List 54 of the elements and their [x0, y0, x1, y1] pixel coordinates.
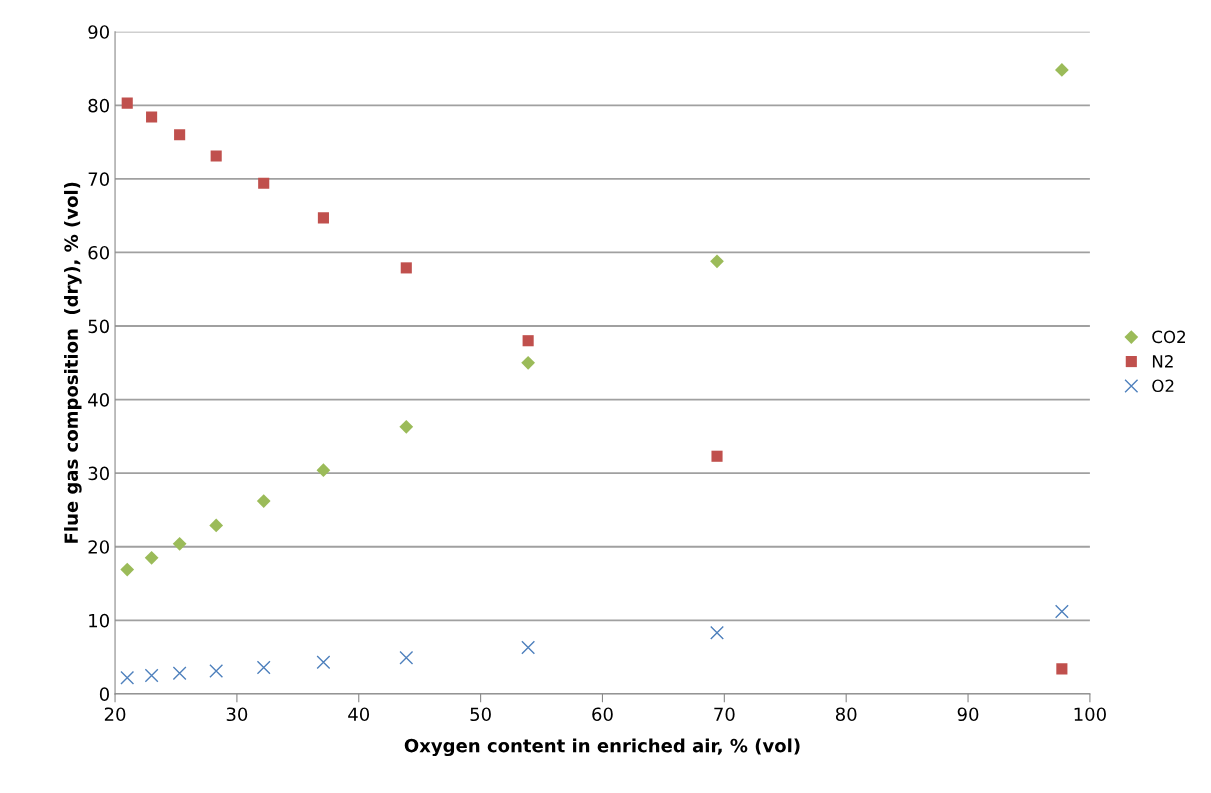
point	[120, 670, 135, 685]
point	[399, 419, 414, 434]
x-tick-label: 20	[104, 707, 126, 722]
y-tick-label: 20	[88, 540, 109, 554]
point	[1056, 663, 1068, 675]
point	[144, 668, 159, 683]
y-tick-label: 50	[88, 319, 109, 334]
point	[146, 111, 158, 123]
y-tick-label: 40	[88, 393, 109, 407]
point	[710, 625, 724, 640]
point	[711, 450, 723, 462]
point	[120, 562, 135, 577]
x-tick-label: 80	[835, 707, 857, 722]
x-tick-label: 60	[592, 707, 613, 722]
x-axis-title: Oxygen content in enriched air, % (vol)	[404, 738, 800, 757]
point	[256, 660, 271, 675]
x-tick-label: 90	[957, 707, 979, 722]
point	[316, 463, 331, 478]
point	[172, 666, 187, 681]
point	[256, 494, 271, 508]
point	[710, 254, 724, 269]
point	[316, 655, 331, 670]
y-tick-label: 60	[88, 245, 109, 260]
point	[521, 640, 536, 655]
point	[121, 97, 133, 109]
point	[210, 150, 222, 162]
point	[209, 664, 224, 679]
legend-label: N2	[1152, 355, 1173, 368]
x-tick-label: 30	[226, 707, 248, 722]
point	[1054, 604, 1069, 619]
point	[209, 518, 224, 533]
point	[400, 262, 412, 274]
x-tick-label: 50	[470, 707, 491, 722]
point	[174, 129, 186, 141]
y-tick-label: 70	[88, 172, 109, 186]
point	[317, 212, 329, 224]
y-tick-label: 30	[88, 466, 109, 481]
y-tick-label: 0	[99, 687, 109, 701]
point	[258, 177, 270, 189]
point	[521, 355, 536, 370]
x-tick-label: 40	[348, 707, 370, 722]
x-tick-label: 70	[714, 707, 735, 722]
point	[144, 550, 159, 565]
y-axis-title: Flue gas composition (dry), % (vol)	[64, 182, 82, 543]
point	[522, 335, 534, 347]
x-tick-label: 100	[1074, 707, 1106, 722]
y-tick-label: 80	[88, 98, 109, 113]
legend-label: CO2	[1152, 330, 1186, 344]
legend-label: O2	[1152, 379, 1174, 393]
point	[399, 650, 414, 665]
point	[1055, 63, 1069, 77]
point	[172, 536, 187, 551]
y-tick-label: 90	[88, 25, 109, 39]
y-tick-label: 10	[89, 613, 109, 628]
